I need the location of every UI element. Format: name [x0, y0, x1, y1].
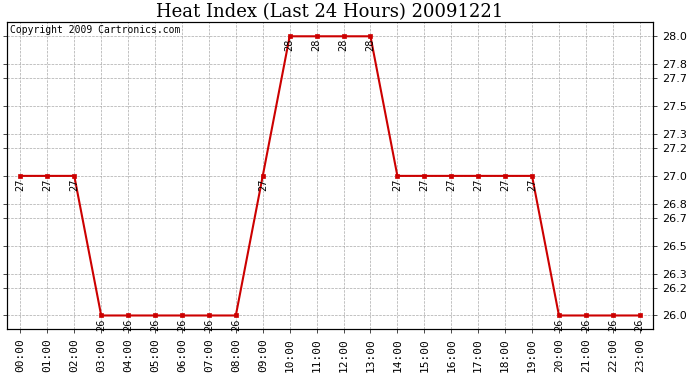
Text: Copyright 2009 Cartronics.com: Copyright 2009 Cartronics.com — [10, 26, 181, 35]
Text: 27: 27 — [393, 178, 402, 191]
Text: 26: 26 — [96, 318, 106, 331]
Text: 28: 28 — [312, 39, 322, 51]
Text: 26: 26 — [635, 318, 644, 331]
Text: 26: 26 — [581, 318, 591, 331]
Text: 26: 26 — [554, 318, 564, 331]
Text: 26: 26 — [150, 318, 160, 331]
Text: 27: 27 — [500, 178, 510, 191]
Text: 26: 26 — [123, 318, 133, 331]
Text: 26: 26 — [177, 318, 187, 331]
Text: 28: 28 — [285, 39, 295, 51]
Title: Heat Index (Last 24 Hours) 20091221: Heat Index (Last 24 Hours) 20091221 — [157, 3, 504, 21]
Text: 27: 27 — [42, 178, 52, 191]
Text: 27: 27 — [15, 178, 26, 191]
Text: 26: 26 — [231, 318, 241, 331]
Text: 27: 27 — [527, 178, 537, 191]
Text: 27: 27 — [258, 178, 268, 191]
Text: 28: 28 — [366, 39, 375, 51]
Text: 27: 27 — [446, 178, 456, 191]
Text: 27: 27 — [69, 178, 79, 191]
Text: 28: 28 — [339, 39, 348, 51]
Text: 27: 27 — [473, 178, 483, 191]
Text: 26: 26 — [204, 318, 214, 331]
Text: 26: 26 — [608, 318, 618, 331]
Text: 27: 27 — [420, 178, 429, 191]
